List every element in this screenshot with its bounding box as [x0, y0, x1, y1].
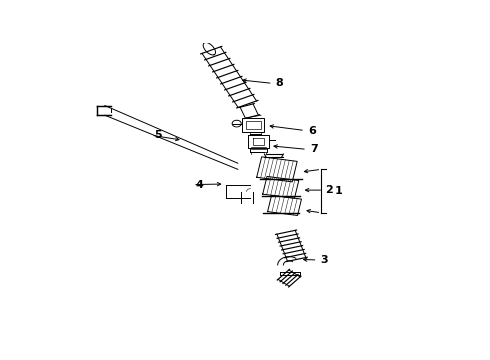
- Polygon shape: [203, 42, 216, 55]
- Text: 8: 8: [276, 78, 284, 89]
- Text: 3: 3: [320, 255, 328, 265]
- Text: 1: 1: [335, 186, 343, 196]
- Text: 5: 5: [154, 130, 162, 140]
- Circle shape: [234, 122, 239, 126]
- Text: 2: 2: [325, 185, 333, 195]
- Text: 6: 6: [308, 126, 316, 135]
- Bar: [246, 121, 261, 129]
- Text: 4: 4: [196, 180, 204, 190]
- Bar: [243, 118, 265, 132]
- Text: 7: 7: [310, 144, 318, 154]
